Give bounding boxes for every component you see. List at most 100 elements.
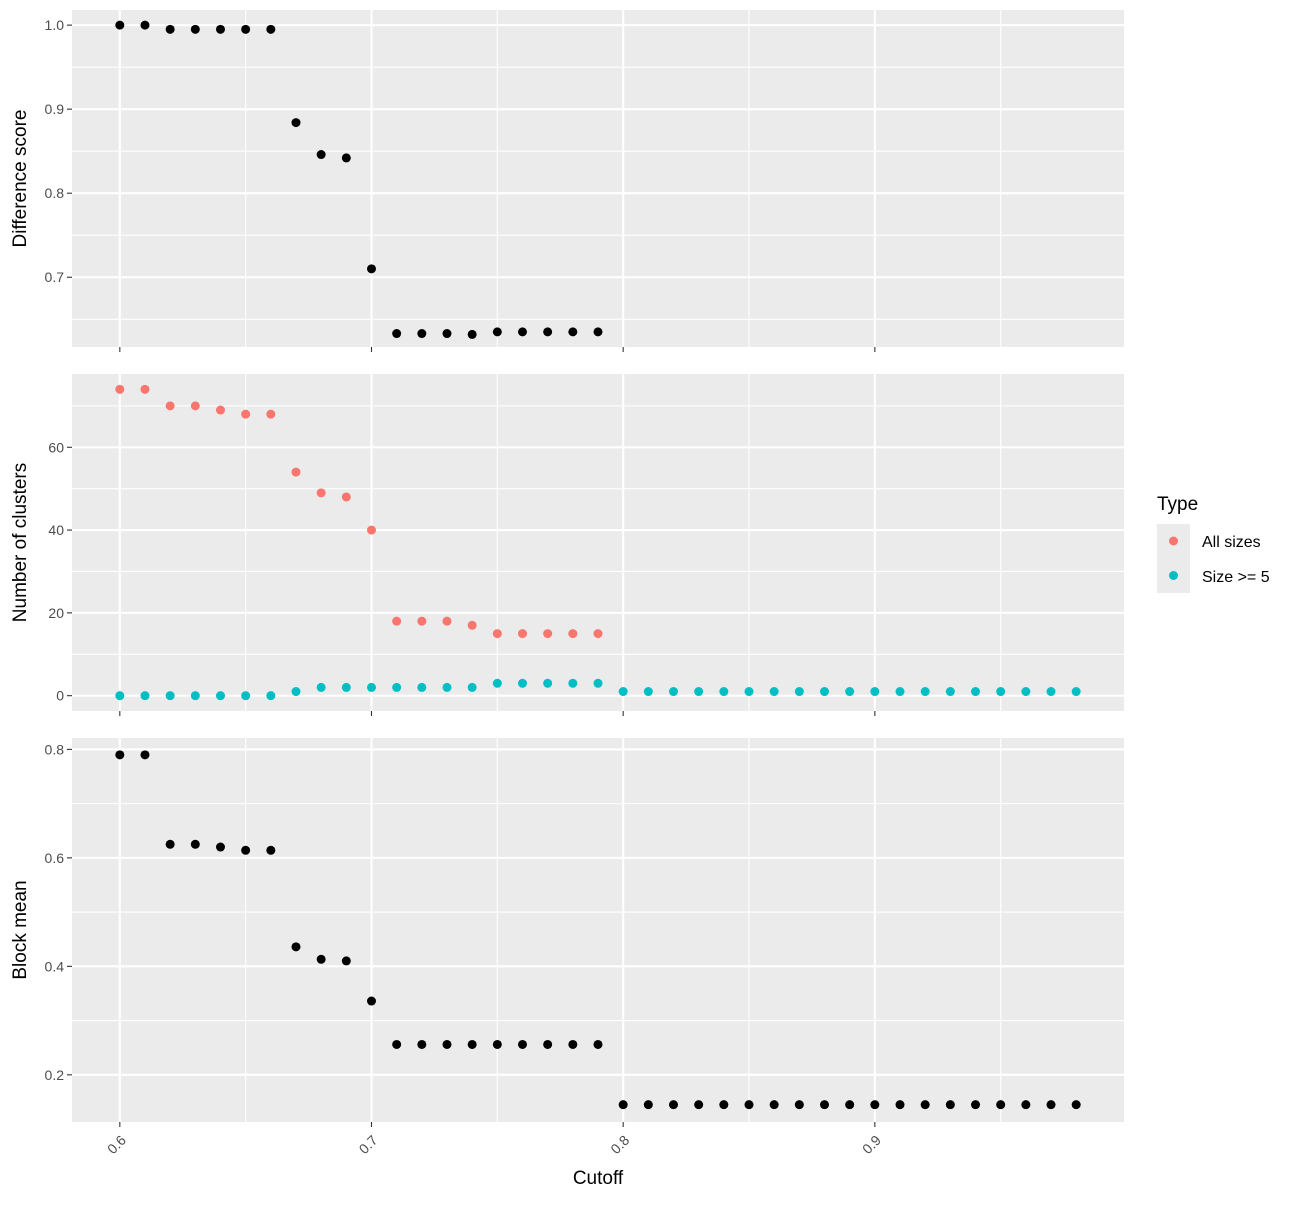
- data-point: [366, 525, 376, 535]
- data-point: [215, 405, 225, 415]
- data-point: [769, 1100, 779, 1110]
- y-tick-label: 40: [48, 522, 64, 538]
- data-point: [467, 329, 477, 339]
- data-point: [140, 384, 150, 394]
- panel-background: [72, 374, 1124, 711]
- data-point: [820, 1100, 830, 1110]
- data-point: [140, 691, 150, 701]
- x-tick-label: 0.9: [859, 1132, 884, 1157]
- data-point: [568, 1039, 578, 1049]
- data-point: [568, 629, 578, 639]
- data-point: [442, 616, 452, 626]
- y-tick-label: 20: [48, 605, 64, 621]
- data-point: [945, 687, 955, 697]
- data-point: [266, 691, 276, 701]
- data-point: [517, 327, 527, 337]
- data-point: [215, 24, 225, 34]
- data-point: [719, 687, 729, 697]
- data-point: [820, 687, 830, 697]
- data-point: [266, 845, 276, 855]
- data-point: [140, 750, 150, 760]
- data-point: [266, 409, 276, 419]
- data-point: [568, 678, 578, 688]
- y-tick-label: 0.8: [45, 741, 65, 757]
- data-point: [643, 1100, 653, 1110]
- legend-title: Type: [1157, 494, 1198, 515]
- data-point: [316, 954, 326, 964]
- data-point: [593, 1039, 603, 1049]
- data-point: [417, 329, 427, 339]
- y-tick-label: 0.6: [45, 850, 65, 866]
- y-tick-label: 0: [56, 688, 64, 704]
- data-point: [115, 750, 125, 760]
- panel-3: 0.2 0.4 0.6 0.8 0.6 0.7 0.8 0.9 Block mean Cutoff: [10, 738, 1124, 1189]
- legend-label-all-sizes: All sizes: [1202, 534, 1261, 551]
- series-1: [115, 384, 603, 639]
- series-1: [115, 20, 603, 339]
- data-point: [316, 150, 326, 160]
- data-point: [1046, 1100, 1056, 1110]
- data-point: [492, 1039, 502, 1049]
- legend-key-all-sizes: [1169, 536, 1178, 546]
- legend-label-size-5: Size >= 5: [1202, 569, 1270, 586]
- data-point: [417, 682, 427, 692]
- data-point: [593, 629, 603, 639]
- panel-2: 0 20 40 60 Number of clusters: [10, 374, 1124, 716]
- data-point: [316, 488, 326, 498]
- x-axis-title: Cutoff: [573, 1168, 624, 1189]
- data-point: [1071, 687, 1081, 697]
- data-point: [291, 942, 301, 952]
- legend: Type All sizes Size >= 5: [1157, 494, 1270, 593]
- panel-1: 0.7 0.8 0.9 1.0 Difference score: [10, 10, 1124, 352]
- y-tick-label: 0.8: [45, 185, 65, 201]
- data-point: [266, 24, 276, 34]
- data-point: [618, 1100, 628, 1110]
- data-point: [870, 687, 880, 697]
- data-point: [568, 327, 578, 337]
- data-point: [467, 682, 477, 692]
- data-point: [341, 956, 351, 966]
- data-point: [366, 264, 376, 274]
- y-tick-label: 0.2: [45, 1067, 65, 1083]
- data-point: [467, 620, 477, 630]
- data-point: [417, 616, 427, 626]
- legend-key-size-5: [1169, 571, 1178, 580]
- data-point: [1021, 1100, 1031, 1110]
- data-point: [417, 1039, 427, 1049]
- data-point: [341, 492, 351, 502]
- data-point: [115, 384, 125, 394]
- data-point: [442, 329, 452, 339]
- data-point: [241, 24, 251, 34]
- x-tick-label: 0.6: [104, 1132, 129, 1157]
- data-point: [442, 682, 452, 692]
- data-point: [794, 1100, 804, 1110]
- data-point: [895, 687, 905, 697]
- data-point: [543, 678, 553, 688]
- panel-background: [72, 738, 1124, 1122]
- data-point: [392, 616, 402, 626]
- data-point: [744, 1100, 754, 1110]
- data-point: [895, 1100, 905, 1110]
- data-point: [971, 1100, 981, 1110]
- data-point: [241, 691, 251, 701]
- data-point: [392, 1039, 402, 1049]
- data-point: [1071, 1100, 1081, 1110]
- data-point: [241, 409, 251, 419]
- data-point: [543, 1039, 553, 1049]
- data-point: [593, 678, 603, 688]
- data-point: [291, 118, 301, 128]
- x-tick-label: 0.8: [607, 1132, 632, 1157]
- data-point: [845, 1100, 855, 1110]
- data-point: [492, 327, 502, 337]
- data-point: [517, 1039, 527, 1049]
- data-point: [517, 629, 527, 639]
- data-point: [366, 996, 376, 1006]
- data-point: [794, 687, 804, 697]
- data-point: [366, 682, 376, 692]
- data-point: [316, 682, 326, 692]
- data-point: [165, 691, 175, 701]
- y-axis-title: Block mean: [10, 880, 31, 979]
- data-point: [1046, 687, 1056, 697]
- data-point: [920, 687, 930, 697]
- data-point: [996, 687, 1006, 697]
